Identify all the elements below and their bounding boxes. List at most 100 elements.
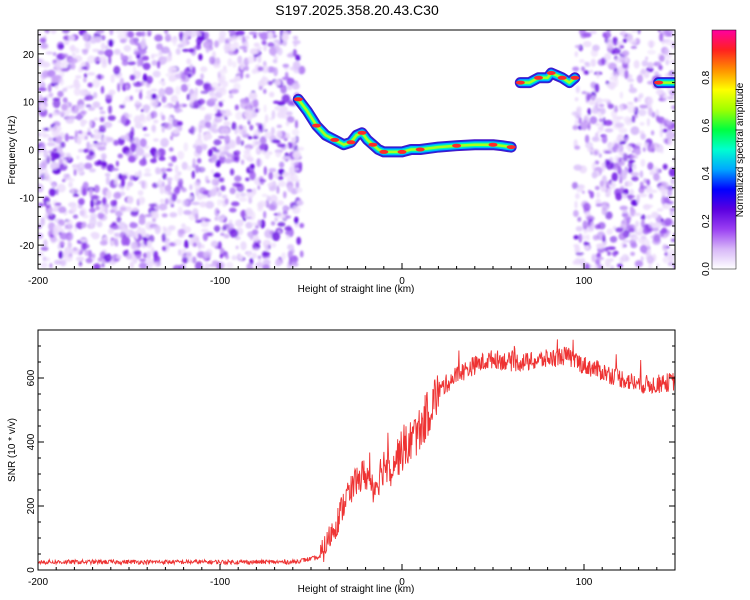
noise-speck [40,262,48,269]
noise-speck [658,185,665,192]
noise-speck [93,134,100,140]
noise-speck [285,144,289,149]
noise-speck [606,228,613,235]
noise-speck [192,66,196,75]
noise-speck [271,139,281,144]
noise-speck [96,142,104,146]
noise-speck [591,136,599,142]
noise-speck [155,167,161,175]
noise-speck [38,132,41,137]
noise-speck [213,139,222,146]
noise-speck [53,230,59,237]
noise-speck [83,77,87,83]
noise-speck [601,163,606,172]
noise-speck [150,100,159,107]
noise-speck [601,135,608,144]
noise-speck [64,133,70,142]
noise-speck [48,127,55,131]
noise-speck [169,212,178,218]
noise-speck [120,52,124,58]
noise-speck [41,61,51,68]
noise-speck [133,115,141,125]
noise-speck [153,250,159,259]
noise-speck [578,117,582,125]
noise-speck [127,61,136,66]
noise-speck [274,105,281,111]
noise-speck [596,256,604,261]
noise-speck [142,126,148,131]
noise-speck [219,87,227,96]
noise-speck [161,233,166,242]
noise-speck [627,78,635,83]
noise-speck [621,50,630,57]
noise-speck [215,159,221,168]
trace-main-peak [415,147,425,152]
noise-speck [43,97,48,102]
noise-speck [271,110,276,120]
noise-speck [169,200,174,204]
noise-speck [183,68,189,76]
noise-speck [299,222,305,229]
noise-speck [636,74,644,84]
noise-speck [210,169,215,175]
trace-main-peak [357,130,367,135]
noise-speck [188,48,195,53]
noise-speck [267,42,275,48]
noise-speck [78,148,84,153]
noise-speck [53,224,63,233]
noise-speck [62,53,69,58]
noise-speck [204,114,212,122]
noise-speck [172,119,180,128]
noise-speck [100,35,106,41]
noise-speck [217,199,222,206]
noise-speck [166,177,173,182]
noise-speck [251,247,260,251]
noise-speck [646,214,652,220]
noise-speck [59,240,65,246]
noise-speck [273,67,278,77]
noise-speck [591,171,598,179]
noise-speck [249,171,256,181]
noise-speck [108,39,114,47]
noise-speck [594,185,601,191]
noise-speck [196,36,204,40]
noise-speck [58,43,64,50]
noise-speck [255,122,260,126]
noise-speck [287,250,293,259]
noise-speck [229,228,239,238]
noise-speck [248,232,254,238]
noise-speck [646,179,651,186]
noise-speck [618,232,627,241]
noise-speck [626,224,632,230]
noise-speck [210,82,220,89]
noise-speck [623,59,628,65]
noise-speck [630,126,640,135]
noise-speck [288,257,293,266]
noise-speck [600,122,604,132]
noise-speck [134,230,139,240]
noise-speck [653,221,662,229]
y-tick-label: -20 [20,241,35,252]
noise-speck [61,30,70,34]
noise-speck [211,94,216,99]
noise-speck [640,219,646,228]
noise-speck [96,221,103,228]
noise-speck [129,95,134,101]
noise-speck [269,194,278,203]
noise-speck [611,50,616,55]
x-tick-label: -100 [210,276,230,287]
noise-speck [248,31,258,35]
noise-speck [593,264,599,269]
noise-speck [81,110,88,115]
noise-speck [626,195,636,199]
noise-speck [238,254,244,261]
noise-speck [129,74,136,81]
noise-speck [263,166,267,176]
noise-speck [198,32,202,37]
noise-speck [138,91,143,100]
noise-speck [146,75,153,84]
noise-speck [258,125,264,133]
noise-speck [274,39,281,48]
noise-speck [116,254,123,259]
noise-speck [281,32,289,42]
